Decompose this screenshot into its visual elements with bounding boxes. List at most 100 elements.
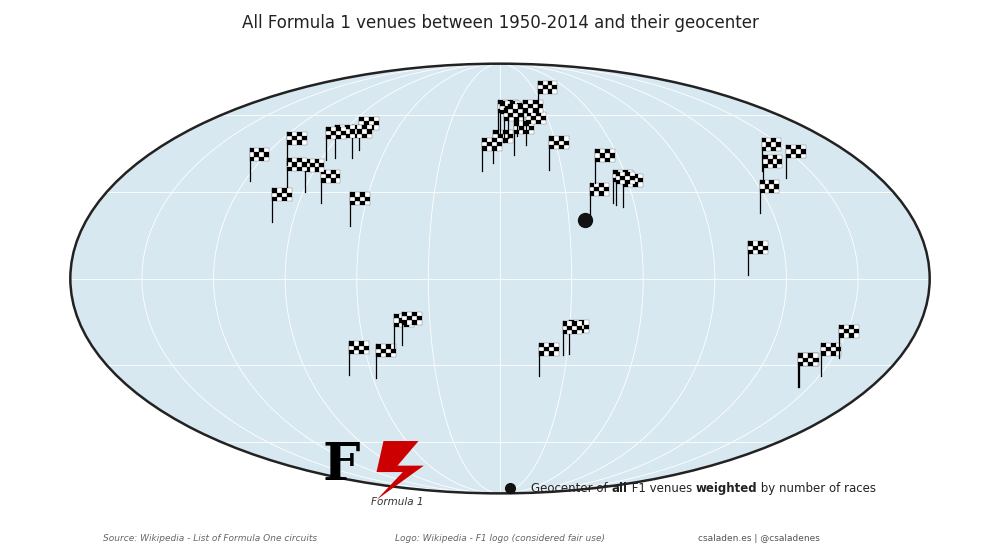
Bar [513,113,518,117]
Bar [493,138,498,143]
Bar [826,347,831,351]
Bar [508,134,513,138]
Bar [549,351,554,356]
Bar [605,149,610,154]
Bar [305,163,310,167]
Bar [492,142,497,147]
Bar [777,164,782,168]
Bar [335,129,340,134]
Bar [854,329,859,334]
Bar [510,110,515,114]
Bar [510,102,515,106]
Bar [748,241,753,245]
Bar [357,125,362,129]
Bar [341,135,346,139]
Bar [604,187,609,191]
Bar [404,323,409,327]
Bar [574,320,579,325]
Bar [554,137,559,140]
Bar [774,189,779,193]
Bar [633,183,638,186]
Bar [500,106,505,110]
Bar [826,342,831,347]
Bar [549,342,554,347]
Bar [487,147,492,150]
Bar [297,140,302,145]
Bar [543,85,548,89]
Bar [519,130,524,134]
Bar [579,325,584,329]
Bar [519,113,524,117]
Bar [625,176,630,180]
Bar [758,241,763,245]
Text: F: F [323,440,360,491]
Bar [386,349,391,353]
Bar [774,184,779,189]
Bar [559,140,564,145]
Bar [630,171,635,176]
Bar [577,330,582,334]
Bar [277,197,282,201]
Bar [510,106,515,110]
Bar [503,104,508,109]
Bar [849,329,854,334]
Bar [803,354,808,357]
Bar [359,341,364,346]
Bar [287,197,292,201]
Bar [616,171,620,176]
Bar [569,325,574,329]
Bar [616,176,620,180]
Bar [531,116,536,120]
Bar [549,347,554,351]
Bar [364,125,369,129]
Text: Source: Wikipedia - List of Formula One circuits: Source: Wikipedia - List of Formula One … [103,534,317,543]
Bar [765,184,769,189]
Bar [386,353,391,357]
Bar [505,106,510,110]
Bar [748,245,753,250]
Bar [315,167,319,171]
Bar [801,154,806,158]
Bar [574,325,579,329]
Bar [768,159,773,164]
Bar [574,329,579,334]
Bar [799,354,804,357]
Bar [543,89,548,94]
Bar [277,188,282,193]
Bar [769,189,774,193]
Bar [514,130,519,134]
Bar [610,149,615,154]
Bar [508,109,513,113]
Bar [514,122,519,125]
Bar [381,344,386,349]
Bar [532,107,537,112]
Bar [527,112,532,116]
Bar [584,320,589,325]
Bar [282,188,287,193]
Bar [623,174,628,178]
Bar [758,250,763,254]
Bar [310,163,315,167]
Bar [524,122,529,125]
Bar [355,201,360,205]
Bar [498,130,503,134]
Bar [523,113,527,117]
Bar [776,147,781,151]
Bar [533,100,538,104]
Bar [522,103,527,107]
Bar [250,153,254,157]
Bar [319,159,324,163]
Bar [572,321,577,326]
Bar [554,145,559,149]
Bar [763,164,768,168]
Bar [804,354,809,357]
Bar [365,201,370,205]
Bar [292,132,297,136]
Bar [539,347,544,351]
Bar [600,154,605,158]
Bar [350,129,355,134]
Bar [831,347,836,351]
Bar [528,104,533,108]
Bar [762,138,766,142]
Bar [633,174,638,178]
